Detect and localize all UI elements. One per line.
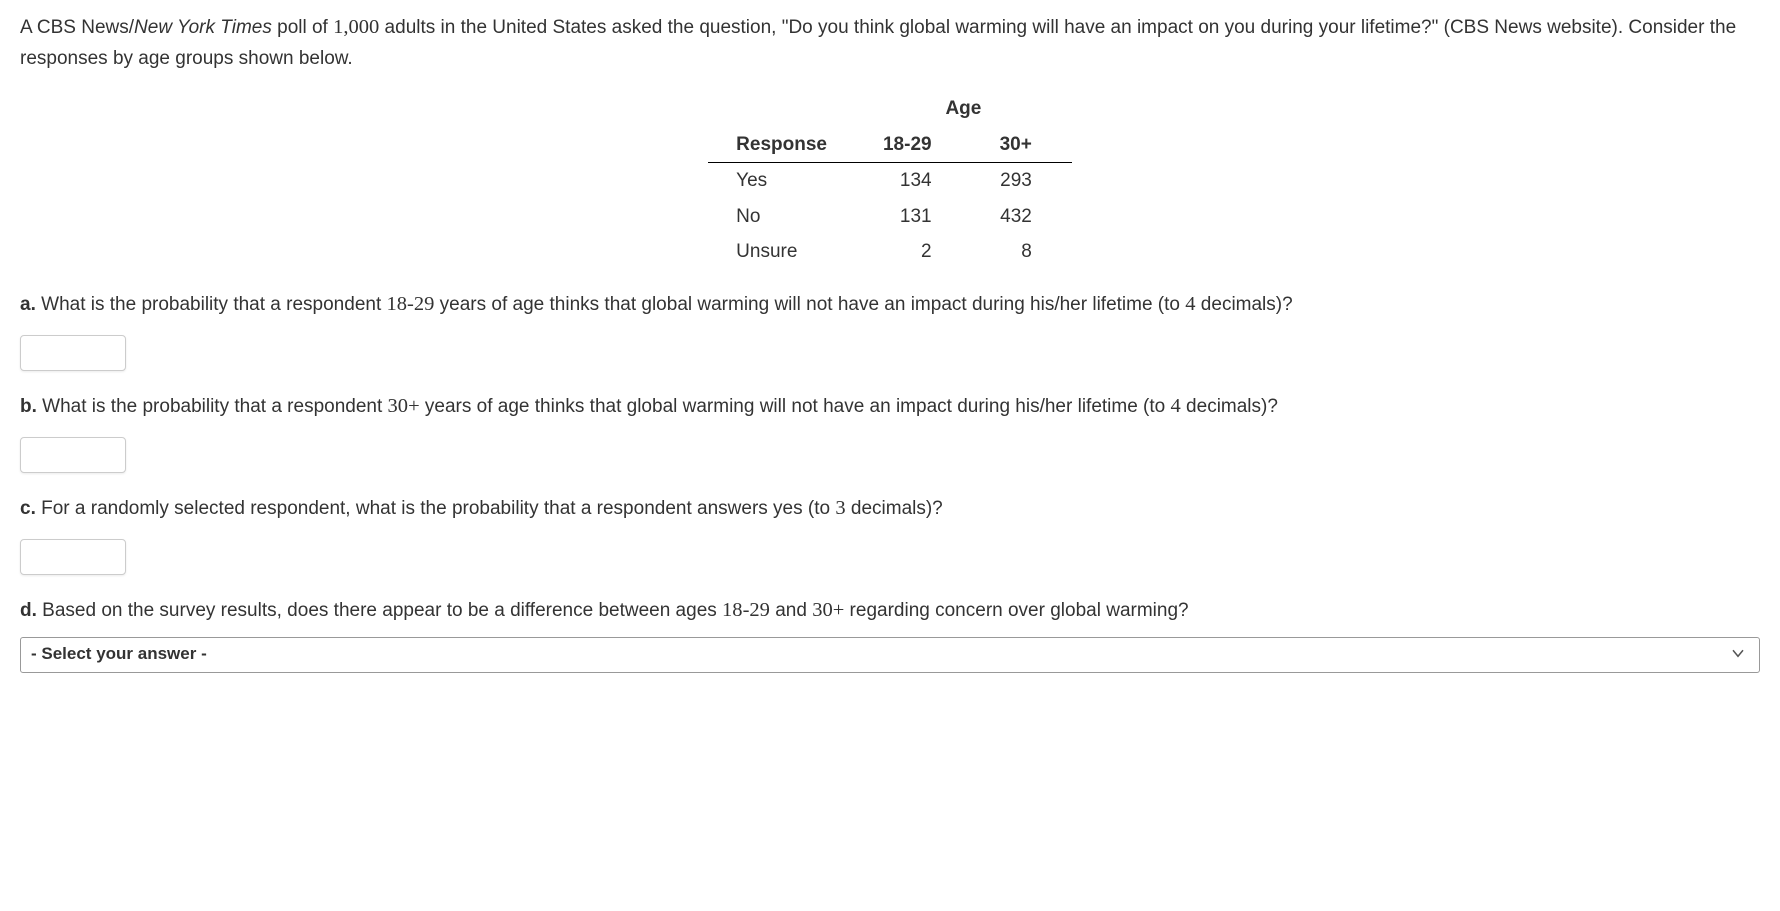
row-val: 293 <box>972 163 1072 199</box>
question-text: What is the probability that a responden… <box>37 396 388 417</box>
response-table: Age Response 18-29 30+ Yes 134 293 No 13… <box>708 91 1072 269</box>
table-row: Unsure 2 8 <box>708 234 1072 269</box>
question-b: b. What is the probability that a respon… <box>20 391 1760 423</box>
question-text: For a randomly selected respondent, what… <box>36 498 835 519</box>
question-c: c. For a randomly selected respondent, w… <box>20 493 1760 525</box>
question-letter: d. <box>20 600 37 621</box>
question-a: a. What is the probability that a respon… <box>20 289 1760 321</box>
question-text: decimals)? <box>846 498 943 519</box>
age-super-header: Age <box>855 91 1072 126</box>
select-placeholder: - Select your answer - <box>31 641 207 667</box>
question-text: decimals)? <box>1181 396 1278 417</box>
answer-input-b[interactable] <box>20 437 126 473</box>
row-val: 8 <box>972 234 1072 269</box>
answer-input-c[interactable] <box>20 539 126 575</box>
question-decimals: 3 <box>835 497 845 519</box>
question-num: 30+ <box>388 395 420 417</box>
intro-after-italic: poll of <box>272 17 333 38</box>
question-decimals: 4 <box>1185 293 1195 315</box>
col-30plus: 30+ <box>972 127 1072 163</box>
table-row: Yes 134 293 <box>708 163 1072 199</box>
row-val: 432 <box>972 199 1072 234</box>
intro-italic: New York Times <box>134 17 272 38</box>
question-d: d. Based on the survey results, does the… <box>20 595 1760 627</box>
answer-select-d[interactable]: - Select your answer - <box>20 637 1760 673</box>
question-num: 30+ <box>812 599 844 621</box>
intro-paragraph: A CBS News/New York Times poll of 1,000 … <box>20 12 1760 73</box>
question-text: and <box>770 600 812 621</box>
question-text: What is the probability that a responden… <box>36 294 387 315</box>
row-label: Unsure <box>708 234 855 269</box>
question-letter: a. <box>20 294 36 315</box>
chevron-down-icon <box>1731 640 1745 669</box>
col-18-29: 18-29 <box>855 127 972 163</box>
question-num: 18-29 <box>387 293 435 315</box>
poll-size: 1,000 <box>333 16 379 38</box>
question-text: years of age thinks that global warming … <box>420 396 1171 417</box>
table-row: No 131 432 <box>708 199 1072 234</box>
blank-header <box>708 91 855 126</box>
row-val: 2 <box>855 234 972 269</box>
answer-input-a[interactable] <box>20 335 126 371</box>
question-num: 18-29 <box>722 599 770 621</box>
row-val: 134 <box>855 163 972 199</box>
question-letter: c. <box>20 498 36 519</box>
row-label: Yes <box>708 163 855 199</box>
question-decimals: 4 <box>1171 395 1181 417</box>
col-response: Response <box>708 127 855 163</box>
row-val: 131 <box>855 199 972 234</box>
question-text: decimals)? <box>1196 294 1293 315</box>
intro-prefix: A CBS News/ <box>20 17 134 38</box>
row-label: No <box>708 199 855 234</box>
question-text: years of age thinks that global warming … <box>434 294 1185 315</box>
question-text: regarding concern over global warming? <box>844 600 1188 621</box>
question-text: Based on the survey results, does there … <box>37 600 722 621</box>
question-letter: b. <box>20 396 37 417</box>
